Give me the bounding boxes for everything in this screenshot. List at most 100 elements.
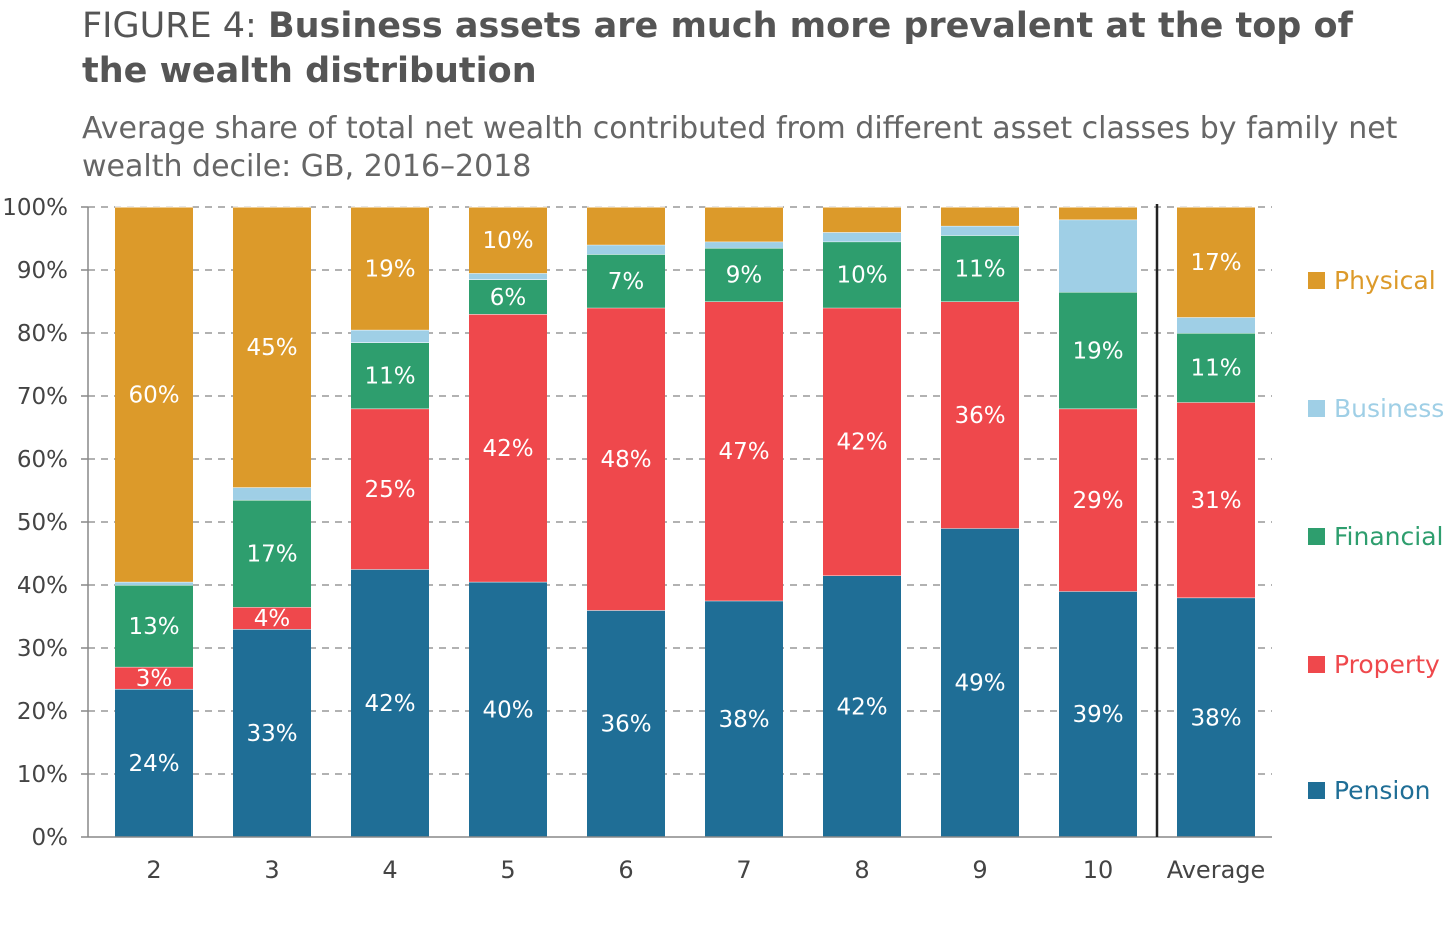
data-label: 3%: [136, 666, 173, 692]
bar-segment-pension: [587, 610, 665, 837]
bar-segment-pension: [469, 581, 547, 837]
bar-segment-pension: [1177, 597, 1255, 837]
bar-segment-physical: [115, 207, 193, 582]
legend-label: Pension: [1334, 775, 1431, 805]
bar-segment-physical: [469, 207, 547, 274]
data-label: 45%: [246, 335, 297, 361]
legend-label: Physical: [1334, 265, 1436, 295]
x-tick-label: Average: [1167, 856, 1266, 884]
y-tick-label: 70%: [17, 384, 68, 410]
legend-item-property: Property: [1308, 648, 1440, 680]
bar-segment-property: [1059, 408, 1137, 592]
data-label: 60%: [128, 382, 179, 408]
bar-segment-pension: [351, 569, 429, 837]
x-tick-label: 5: [500, 856, 515, 884]
bar-segment-property: [705, 301, 783, 601]
y-tick-label: 60%: [17, 447, 68, 473]
bar-segment-property: [469, 314, 547, 582]
bar-segment-business: [469, 273, 547, 280]
legend-label: Financial: [1334, 521, 1444, 551]
bar-segment-financial: [705, 247, 783, 302]
bar-segment-physical: [1059, 207, 1137, 220]
legend-swatch: [1308, 781, 1325, 799]
data-label: 42%: [364, 691, 415, 717]
legend-item-pension: Pension: [1308, 774, 1431, 806]
bar-segment-financial: [351, 342, 429, 409]
y-tick-label: 50%: [17, 510, 68, 536]
y-tick-label: 80%: [17, 321, 68, 347]
bar-segment-financial: [823, 241, 901, 308]
figure-label: FIGURE 4:: [82, 6, 268, 46]
legend-swatch: [1308, 527, 1325, 545]
bar-segment-financial: [115, 585, 193, 667]
data-label: 13%: [128, 614, 179, 640]
bar-segment-financial: [1177, 333, 1255, 403]
chart-subtitle: Average share of total net wealth contri…: [82, 111, 1398, 184]
data-label: 10%: [836, 263, 887, 289]
data-label: 33%: [246, 721, 297, 747]
x-tick-label: 2: [146, 856, 161, 884]
bar-segment-business: [1177, 317, 1255, 333]
data-label: 17%: [1190, 250, 1241, 276]
data-label: 17%: [246, 542, 297, 568]
bar-segment-property: [941, 301, 1019, 529]
bar-segment-physical: [823, 207, 901, 233]
bar-segment-property: [1177, 402, 1255, 598]
bar-segment-pension: [1059, 591, 1137, 837]
data-label: 4%: [254, 606, 291, 632]
data-label: 11%: [1190, 356, 1241, 382]
bar-segment-financial: [941, 235, 1019, 302]
data-label: 36%: [954, 403, 1005, 429]
bar-segment-property: [351, 408, 429, 570]
data-label: 19%: [1072, 338, 1123, 364]
x-tick-label: 6: [618, 856, 633, 884]
legend-swatch: [1308, 655, 1325, 673]
x-tick-label: 10: [1083, 856, 1114, 884]
y-tick-label: 30%: [17, 636, 68, 662]
data-label: 38%: [1190, 705, 1241, 731]
legend-label: Business: [1334, 393, 1445, 423]
legend-swatch: [1308, 399, 1325, 417]
legend-item-physical: Physical: [1308, 264, 1436, 296]
bar-segment-business: [233, 487, 311, 500]
bar-segment-financial: [469, 279, 547, 315]
data-label: 10%: [482, 228, 533, 254]
bar-segment-pension: [941, 528, 1019, 837]
data-labels: 24% 3% 13% 60% 33% 4% 17% 45% 42% 25% 11% 19% 40% 42%…: [128, 228, 1241, 777]
bar-segment-business: [587, 244, 665, 255]
data-label: 49%: [954, 671, 1005, 697]
bar-segment-physical: [941, 207, 1019, 226]
chart-title: FIGURE 4: Business assets are much more …: [82, 4, 1422, 94]
data-label: 42%: [836, 430, 887, 456]
data-label: 39%: [1072, 702, 1123, 728]
bar-segment-business: [705, 241, 783, 248]
x-tick-label: 7: [736, 856, 751, 884]
data-label: 40%: [482, 697, 533, 723]
data-label: 47%: [718, 439, 769, 465]
bar-segment-physical: [233, 207, 311, 488]
x-tick-label: 3: [264, 856, 279, 884]
bar-segment-financial: [1059, 292, 1137, 409]
title-text: Business assets are much more prevalent …: [82, 6, 1353, 91]
data-label: 24%: [128, 751, 179, 777]
bar-segment-pension: [705, 600, 783, 837]
bar-segment-property: [587, 307, 665, 611]
y-tick-label: 20%: [17, 699, 68, 725]
data-label: 29%: [1072, 488, 1123, 514]
y-tick-label: 10%: [17, 762, 68, 788]
bar-segment-physical: [705, 207, 783, 242]
data-label: 31%: [1190, 488, 1241, 514]
data-label: 42%: [836, 694, 887, 720]
bar-segment-physical: [1177, 207, 1255, 318]
bar-segment-business: [1059, 219, 1137, 293]
data-label: 48%: [600, 447, 651, 473]
data-label: 11%: [364, 364, 415, 390]
bar-segment-business: [941, 225, 1019, 236]
legend-item-business: Business: [1308, 392, 1444, 424]
data-label: 36%: [600, 712, 651, 738]
data-label: 38%: [718, 707, 769, 733]
bar-segment-business: [115, 581, 193, 585]
bar-segment-property: [233, 607, 311, 630]
y-tick-label: 40%: [17, 573, 68, 599]
